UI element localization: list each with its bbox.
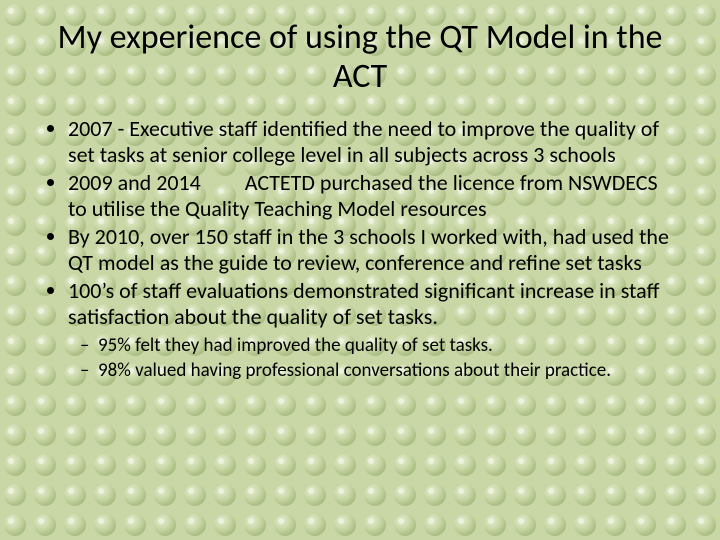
bullet-item: 100’s of staff evaluations demonstrated … <box>68 278 680 382</box>
slide-content: My experience of using the QT Model in t… <box>40 18 680 382</box>
slide-title: My experience of using the QT Model in t… <box>40 18 680 96</box>
sub-bullet-item: 98% valued having professional conversat… <box>98 359 680 382</box>
bullet-list: 2007 - Executive staff identified the ne… <box>40 116 680 382</box>
bullet-text: 100’s of staff evaluations demonstrated … <box>68 277 659 330</box>
bullet-item: 2009 and 2014 ACTETD purchased the licen… <box>68 170 680 222</box>
bullet-item: By 2010, over 150 staff in the 3 schools… <box>68 224 680 276</box>
bullet-item: 2007 - Executive staff identified the ne… <box>68 116 680 168</box>
sub-bullet-list: 95% felt they had improved the quality o… <box>68 334 680 382</box>
sub-bullet-item: 95% felt they had improved the quality o… <box>98 334 680 357</box>
slide: My experience of using the QT Model in t… <box>0 0 720 540</box>
